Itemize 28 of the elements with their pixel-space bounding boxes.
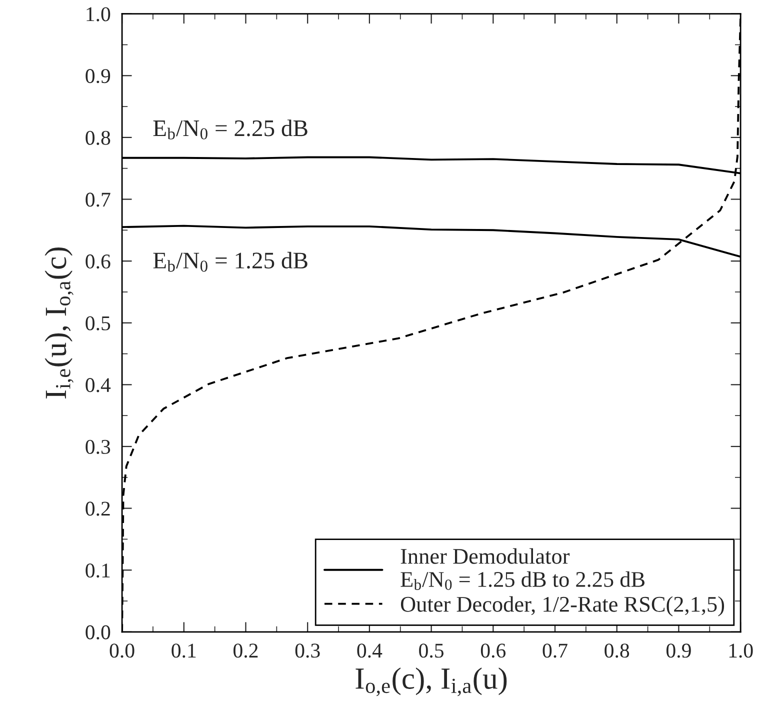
y-tick-label: 0.4	[86, 378, 111, 392]
y-tick-label: 0.5	[86, 316, 110, 330]
y-tick-label: 0.2	[86, 502, 110, 516]
y-tick-label: 0.8	[86, 130, 110, 145]
y-tick-label: 0.7	[86, 192, 110, 207]
x-tick-label: 0.7	[542, 644, 568, 658]
annotation: E$_{b}$/N$_{0}$ = 1.25 dB	[153, 252, 308, 272]
x-axis-title: I$_{o,e}$(c), I$_{i,a}$(u)	[356, 667, 507, 696]
legend-label: Outer Decoder, 1/2-Rate RSC(2,1,5)	[400, 596, 724, 616]
x-tick-label: 0.2	[234, 644, 258, 658]
x-tick-label: 0.5	[419, 644, 444, 658]
x-tick-label: 0.3	[295, 644, 320, 658]
x-tick-label: 0.4	[357, 644, 382, 658]
x-tick-label: 0.1	[172, 644, 196, 658]
y-tick-label: 0.0	[86, 625, 110, 640]
y-axis-title: I$_{i,e}$(u), I$_{o,a}$(c)	[44, 248, 74, 398]
y-tick-label: 1.0	[86, 7, 110, 22]
x-tick-label: 0.6	[480, 644, 506, 658]
y-tick-label: 0.1	[86, 563, 110, 578]
x-tick-label: 0.0	[110, 644, 134, 658]
y-tick-label: 0.3	[86, 440, 110, 454]
x-tick-label: 1.0	[729, 644, 753, 658]
legend-label: Inner Demodulator E$_{b}$/N$_{0}$ = 1.25 dB to 2.25 dB	[400, 548, 644, 590]
y-tick-label: 0.9	[86, 69, 110, 84]
x-tick-label: 0.9	[666, 644, 691, 658]
annotation: E$_{b}$/N$_{0}$ = 2.25 dB	[153, 120, 308, 140]
y-tick-label: 0.6	[86, 254, 110, 269]
x-tick-label: 0.8	[604, 644, 630, 658]
